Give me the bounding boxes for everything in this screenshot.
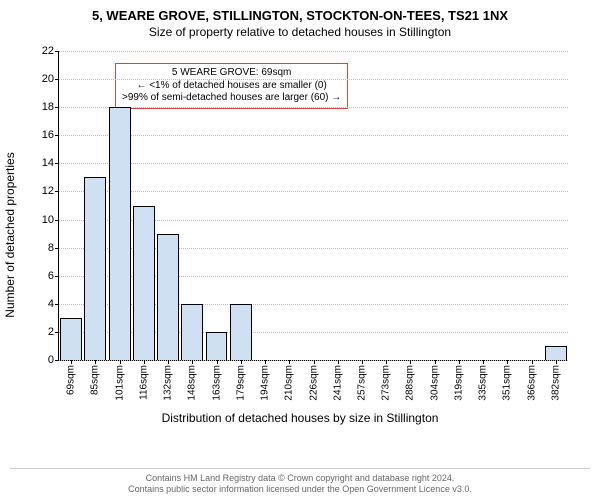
- y-tick-label: 14: [42, 157, 59, 169]
- y-tick-label: 8: [48, 242, 59, 254]
- y-tick-label: 20: [42, 73, 59, 85]
- y-tick-label: 6: [48, 270, 59, 282]
- y-tick-label: 22: [42, 45, 59, 57]
- grid-line: [59, 107, 568, 108]
- x-tick-label: 179sqm: [235, 360, 246, 401]
- x-tick-label: 241sqm: [332, 360, 343, 401]
- x-tick-label: 319sqm: [453, 360, 464, 401]
- x-tick-label: 101sqm: [114, 360, 125, 401]
- x-tick-label: 163sqm: [211, 360, 222, 401]
- x-tick-label: 69sqm: [66, 360, 77, 395]
- y-axis-label: Number of detached properties: [3, 152, 17, 317]
- x-tick-label: 132sqm: [163, 360, 174, 401]
- bar: [60, 318, 82, 360]
- x-axis-label: Distribution of detached houses by size …: [162, 411, 439, 425]
- x-tick-label: 226sqm: [308, 360, 319, 401]
- footer: Contains HM Land Registry data © Crown c…: [10, 468, 590, 496]
- y-tick-label: 0: [48, 354, 59, 366]
- bar: [206, 332, 228, 360]
- bar: [181, 304, 203, 360]
- grid-line: [59, 79, 568, 80]
- x-tick-label: 85sqm: [90, 360, 101, 395]
- bar: [133, 206, 155, 361]
- grid-line: [59, 51, 568, 52]
- y-tick-label: 10: [42, 214, 59, 226]
- footer-line: Contains HM Land Registry data © Crown c…: [10, 473, 590, 485]
- annotation-line: ← <1% of detached houses are smaller (0): [122, 80, 341, 93]
- grid-line: [59, 163, 568, 164]
- bar: [230, 304, 252, 360]
- y-tick-label: 4: [48, 298, 59, 310]
- annotation-line: >99% of semi-detached houses are larger …: [122, 92, 341, 105]
- grid-line: [59, 135, 568, 136]
- x-tick-label: 335sqm: [478, 360, 489, 401]
- bar: [84, 177, 106, 360]
- bar: [109, 107, 131, 360]
- y-tick-label: 2: [48, 326, 59, 338]
- footer-line: Contains public sector information licen…: [10, 484, 590, 496]
- x-tick-label: 257sqm: [356, 360, 367, 401]
- page-title: 5, WEARE GROVE, STILLINGTON, STOCKTON-ON…: [0, 0, 600, 23]
- bar: [545, 346, 567, 360]
- x-tick-label: 273sqm: [381, 360, 392, 401]
- x-tick-label: 148sqm: [187, 360, 198, 401]
- x-tick-label: 366sqm: [526, 360, 537, 401]
- x-tick-label: 382sqm: [550, 360, 561, 401]
- x-tick-label: 194sqm: [260, 360, 271, 401]
- x-tick-label: 116sqm: [138, 360, 149, 400]
- x-tick-label: 210sqm: [284, 360, 295, 401]
- annotation-box: 5 WEARE GROVE: 69sqm ← <1% of detached h…: [115, 63, 348, 109]
- y-tick-label: 18: [42, 101, 59, 113]
- x-tick-label: 351sqm: [502, 360, 513, 401]
- y-tick-label: 12: [42, 185, 59, 197]
- chart-area: Number of detached properties 5 WEARE GR…: [20, 45, 580, 425]
- x-tick-label: 288sqm: [405, 360, 416, 401]
- y-tick-label: 16: [42, 129, 59, 141]
- bar: [157, 234, 179, 360]
- grid-line: [59, 191, 568, 192]
- x-tick-label: 304sqm: [429, 360, 440, 401]
- plot-region: 5 WEARE GROVE: 69sqm ← <1% of detached h…: [58, 51, 568, 361]
- annotation-line: 5 WEARE GROVE: 69sqm: [122, 67, 341, 80]
- page-subtitle: Size of property relative to detached ho…: [0, 23, 600, 45]
